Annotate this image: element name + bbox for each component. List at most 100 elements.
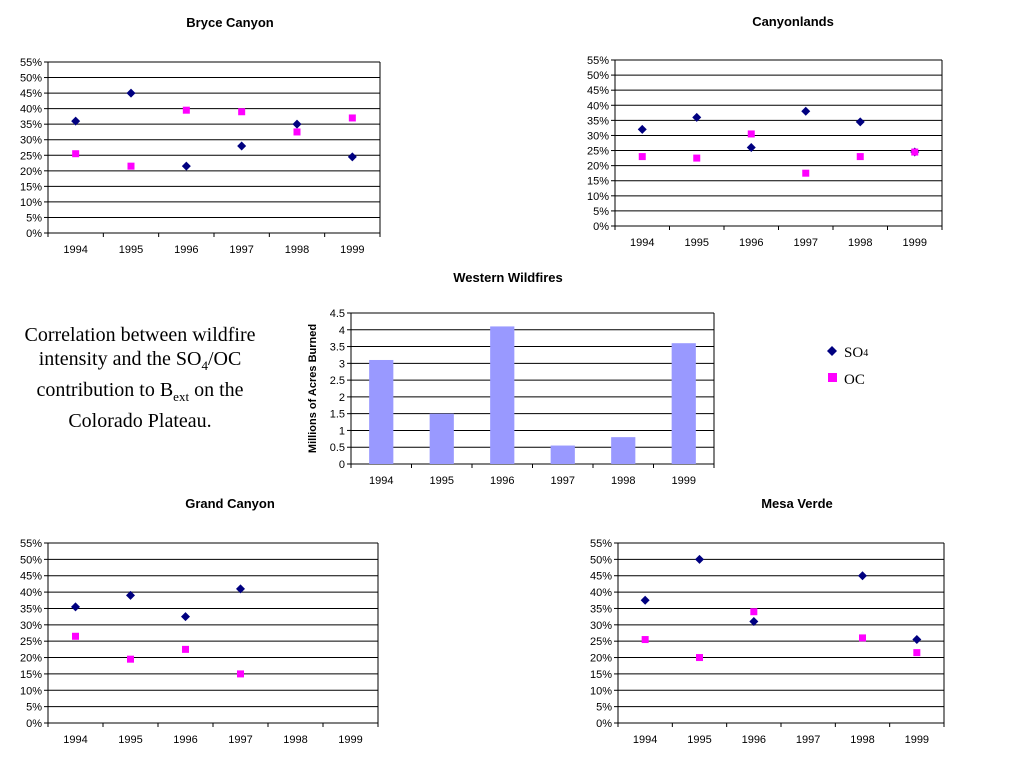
y-tick-label: 30% (590, 620, 612, 632)
x-tick-label: 1999 (903, 237, 927, 249)
x-tick-label: 1998 (611, 475, 635, 487)
so4-point (746, 143, 756, 153)
so4-point (692, 112, 702, 122)
y-tick-label: 55% (20, 57, 42, 69)
x-tick-label: 1997 (796, 734, 820, 746)
so4-point (695, 554, 704, 564)
caption-subscript: 4 (201, 358, 208, 373)
y-tick-label: 2.5 (330, 375, 345, 387)
chart-wildfires: Western Wildfires 0 0.5 1 1.5 2 2.5 3 3.5 4 4.5 199… (307, 270, 715, 487)
y-tick-label: 5% (26, 212, 42, 224)
bar (369, 359, 394, 464)
oc-point (127, 162, 135, 170)
y-tick-label: 3 (339, 358, 345, 370)
caption-text: on the (189, 379, 244, 401)
x-tick-label: 1998 (850, 734, 874, 746)
y-tick-label: 5% (26, 702, 42, 714)
y-tick-label: 3.5 (330, 342, 345, 354)
x-tick-label: 1994 (63, 244, 87, 256)
y-tick-label: 55% (587, 55, 609, 67)
so4-point (236, 584, 245, 594)
x-tick-label: 1997 (551, 475, 575, 487)
legend: SO 4 OC (826, 340, 868, 394)
so4-point (858, 571, 867, 581)
so4-point (347, 152, 357, 162)
x-tick-label: 1999 (672, 475, 696, 487)
oc-point (802, 169, 810, 177)
y-tick-label: 10% (20, 685, 42, 697)
y-tick-label: 15% (590, 669, 612, 681)
so4-point (801, 106, 811, 116)
y-tick-label: 4 (339, 325, 345, 337)
legend-item-so4: SO 4 (826, 340, 868, 367)
y-tick-label: 50% (590, 554, 612, 566)
y-tick-label: 15% (587, 176, 609, 188)
y-tick-label: 0 (339, 459, 345, 471)
x-tick-label: 1994 (63, 734, 87, 746)
chart-title: Bryce Canyon (186, 15, 273, 30)
oc-point (913, 649, 921, 657)
oc-point (348, 114, 356, 122)
x-tick-label: 1997 (794, 237, 818, 249)
x-tick-label: 1998 (283, 734, 307, 746)
square-marker-icon (826, 372, 844, 389)
y-tick-label: 0% (593, 221, 609, 233)
y-tick-label: 35% (20, 119, 42, 131)
x-tick-label: 1996 (490, 475, 514, 487)
oc-point (856, 153, 864, 161)
oc-point (911, 148, 919, 156)
oc-point (237, 670, 244, 678)
y-tick-label: 25% (590, 636, 612, 648)
so4-point (126, 88, 136, 98)
y-tick-label: 45% (590, 571, 612, 583)
x-tick-label: 1994 (369, 475, 393, 487)
x-tick-label: 1998 (848, 237, 872, 249)
so4-point (912, 635, 922, 645)
x-tick-label: 1995 (685, 237, 709, 249)
caption-subscript: ext (173, 389, 190, 404)
y-tick-label: 20% (587, 161, 609, 173)
chart-title: Mesa Verde (761, 496, 833, 511)
y-tick-label: 30% (20, 620, 42, 632)
caption-text: contribution to B (36, 379, 174, 401)
so4-point (71, 602, 80, 612)
y-tick-label: 25% (587, 146, 609, 158)
legend-label-oc: OC (844, 372, 865, 388)
so4-point (71, 116, 81, 126)
x-tick-label: 1999 (338, 734, 362, 746)
chart-canyonlands: Canyonlands 0% 5% 10% 15% 20% 25% 30% 35% 40% 45% 5… (587, 14, 943, 249)
oc-point (747, 130, 755, 138)
so4-point (126, 590, 135, 600)
y-tick-label: 40% (587, 100, 609, 112)
oc-point (859, 634, 866, 642)
so4-point (749, 617, 759, 627)
x-tick-label: 1998 (285, 244, 309, 256)
caption-line: Colorado Plateau. (68, 410, 212, 432)
y-tick-label: 15% (20, 181, 42, 193)
x-tick-label: 1995 (430, 475, 454, 487)
caption-text: /OC (207, 348, 242, 370)
y-tick-label: 10% (590, 685, 612, 697)
y-tick-label: 10% (587, 191, 609, 203)
y-tick-label: 25% (20, 150, 42, 162)
bar (490, 326, 515, 464)
bar (671, 343, 696, 464)
y-tick-label: 50% (587, 70, 609, 82)
x-tick-label: 1995 (687, 734, 711, 746)
y-tick-label: 40% (20, 104, 42, 116)
y-tick-label: 5% (596, 702, 612, 714)
so4-point (181, 612, 190, 622)
caption-line: intensity and the SO4/OC (5, 347, 275, 378)
x-tick-label: 1996 (742, 734, 766, 746)
y-tick-label: 0% (26, 718, 42, 730)
oc-point (750, 608, 758, 616)
x-tick-label: 1997 (228, 734, 252, 746)
so4-point (855, 117, 865, 127)
oc-point (696, 654, 703, 662)
y-tick-label: 30% (587, 130, 609, 142)
y-tick-label: 50% (20, 554, 42, 566)
bar (429, 413, 454, 464)
figure-caption: Correlation between wildfire intensity a… (5, 323, 275, 433)
diamond-marker-icon (826, 345, 844, 362)
